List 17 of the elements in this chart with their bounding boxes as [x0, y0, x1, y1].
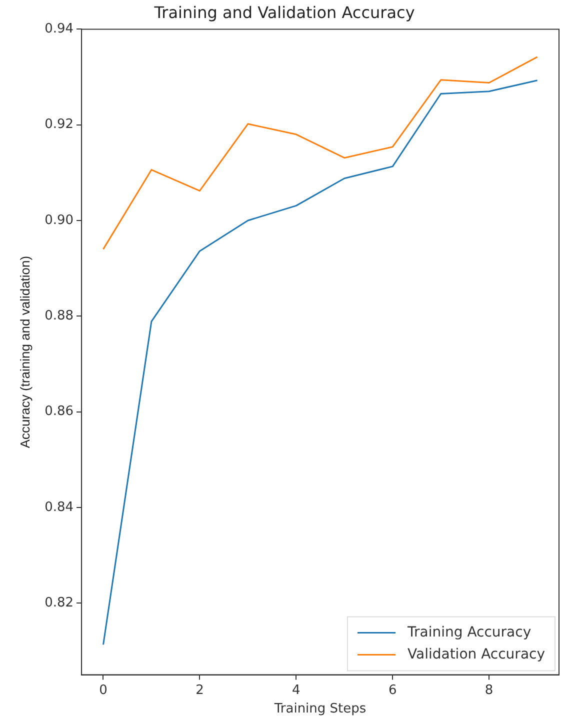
y-tick-label: 0.82 — [44, 595, 74, 610]
x-tick-label: 4 — [292, 682, 300, 698]
y-tick-label: 0.90 — [44, 212, 74, 228]
y-tick-label: 0.84 — [44, 500, 74, 515]
legend-label: Training Accuracy — [406, 624, 532, 640]
legend-label: Validation Accuracy — [408, 646, 545, 662]
x-tick-label: 0 — [99, 682, 108, 698]
x-axis-title: Training Steps — [273, 702, 366, 717]
y-axis-title: Accuracy (training and validation) — [17, 256, 32, 448]
x-tick-label: 8 — [484, 682, 494, 698]
y-tick-label: 0.86 — [44, 404, 74, 420]
y-tick-label: 0.94 — [44, 22, 74, 37]
y-tick-label: 0.92 — [44, 117, 74, 132]
x-tick-label: 2 — [196, 682, 204, 698]
chart-title: Training and Validation Accuracy — [153, 2, 415, 22]
x-tick-label: 6 — [388, 682, 397, 698]
y-tick-label: 0.88 — [44, 308, 74, 324]
